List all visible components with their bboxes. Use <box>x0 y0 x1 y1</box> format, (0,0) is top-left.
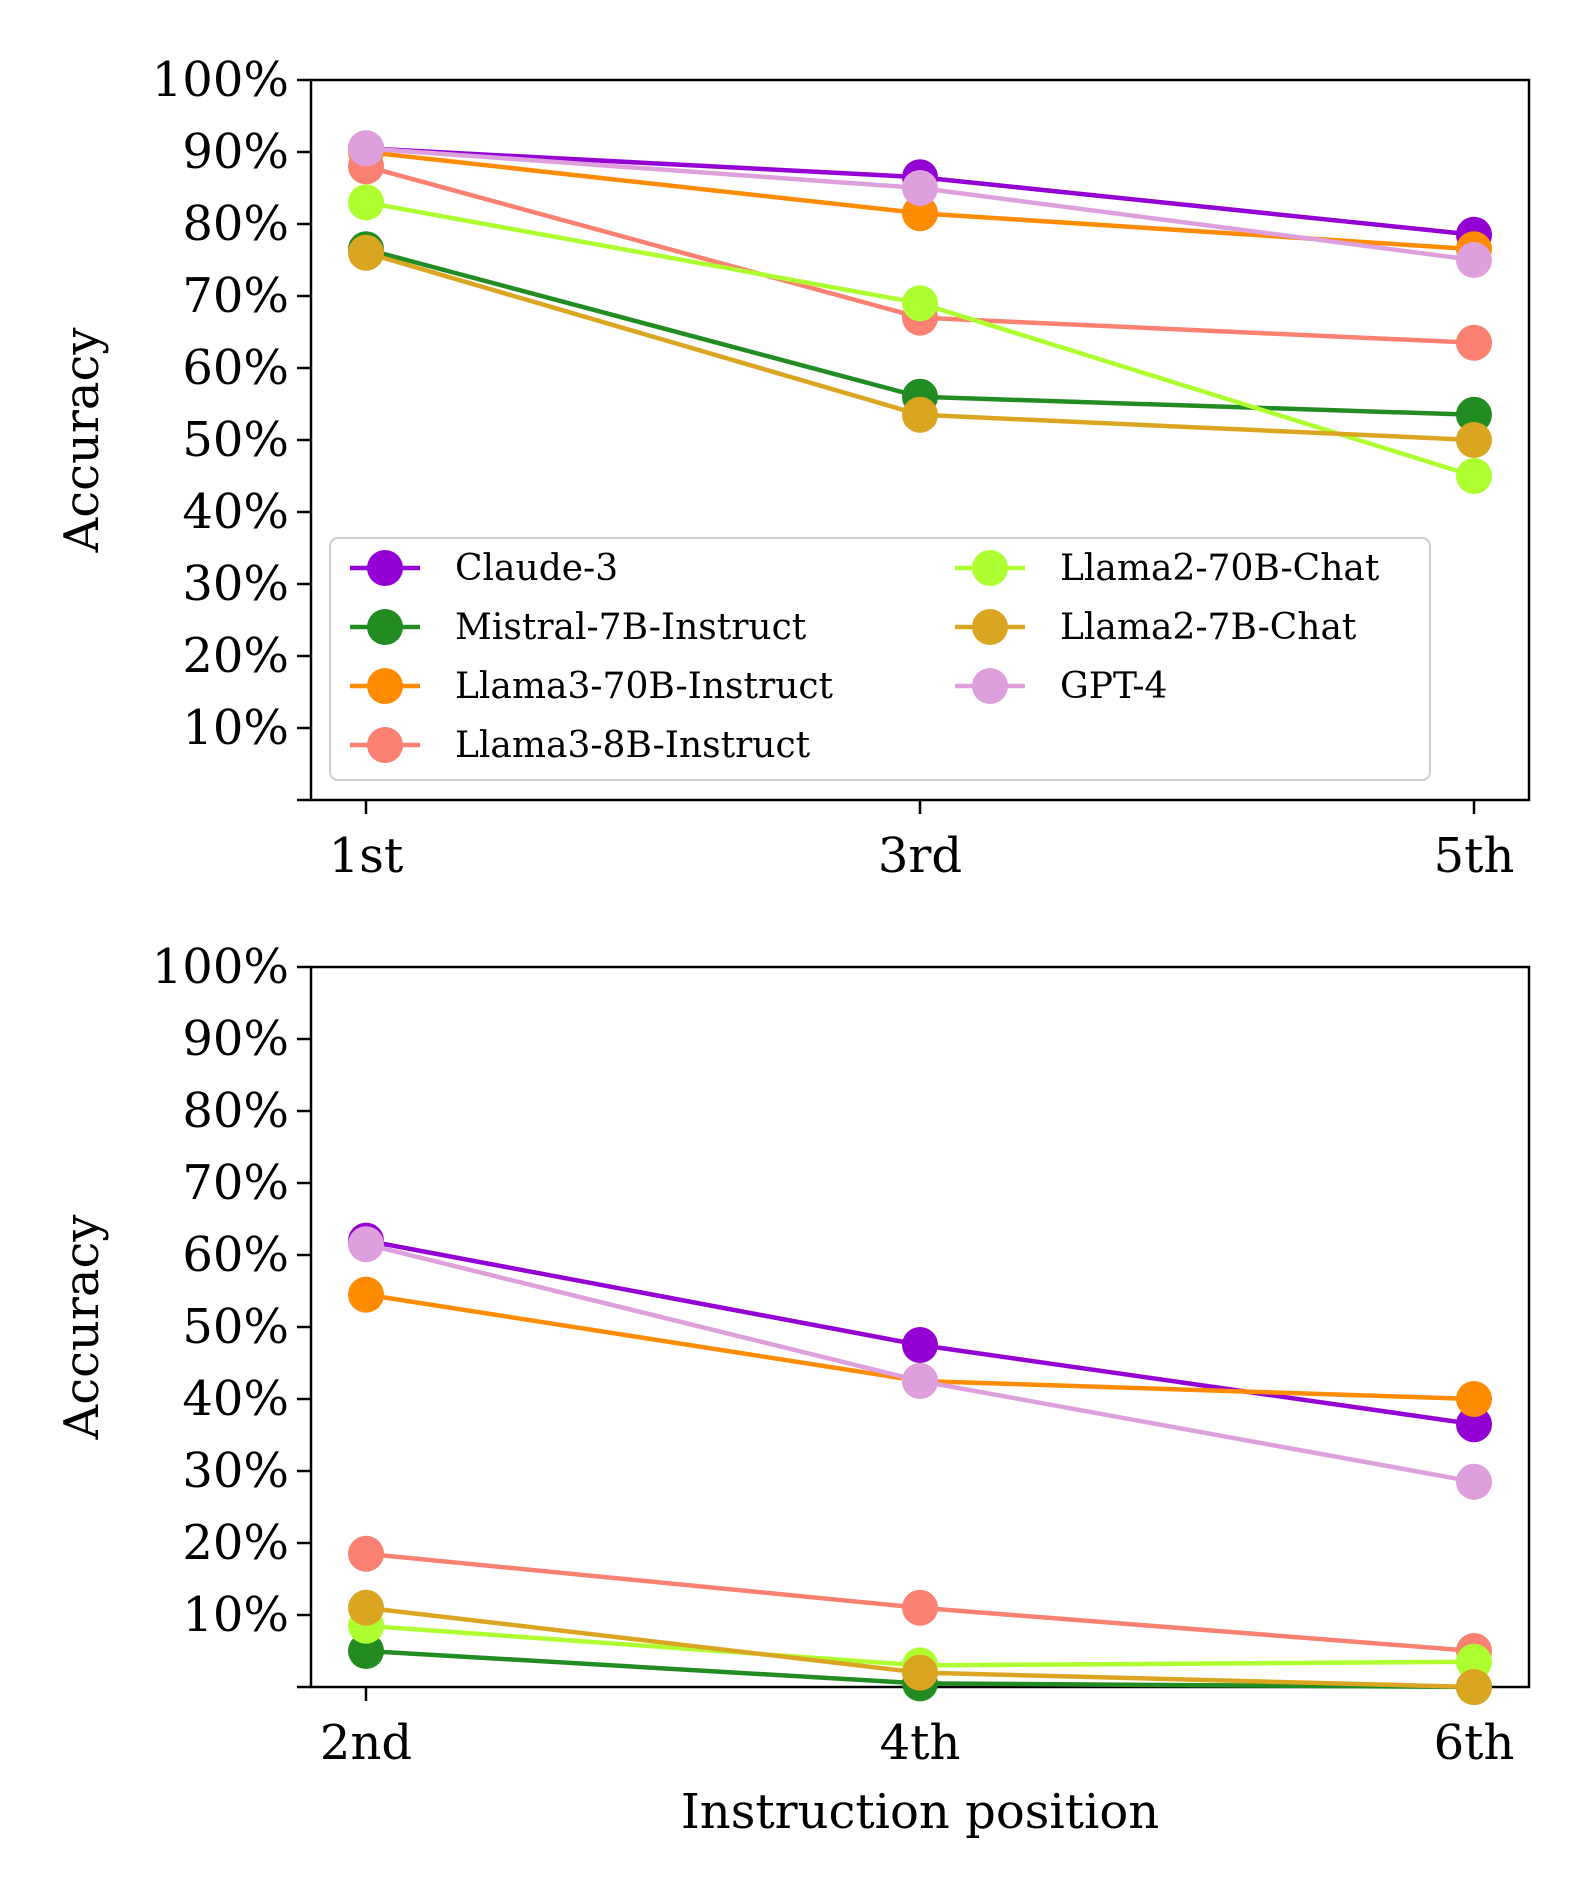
top-series-gpt-4 <box>348 130 1492 278</box>
bottom-chart-panel: 10% 20% 30% 40% 50% 60% 70% 80% 90% 100% 2nd 4th 6t… <box>54 939 1531 1840</box>
bottom-point-gpt-4 <box>1456 1463 1492 1500</box>
bottom-y-tick-label: 40% <box>182 1371 289 1427</box>
top-y-tick-label: 50% <box>182 412 289 468</box>
top-x-tick-label: 5th <box>1434 828 1515 884</box>
bottom-point-mistral-7b-instruct <box>348 1633 384 1669</box>
top-point-llama2-7b-chat <box>902 396 938 433</box>
top-point-llama2-70b-chat <box>902 285 938 322</box>
bottom-point-llama2-7b-chat <box>1456 1669 1492 1705</box>
top-y-tick-label: 100% <box>152 52 289 108</box>
top-point-llama2-7b-chat <box>348 234 384 271</box>
legend-label: Mistral-7B-Instruct <box>455 607 807 648</box>
legend-entry-llama3-8b-instruct: Llama3-8B-Instruct <box>350 725 811 766</box>
top-x-tick-label: 1st <box>329 828 403 884</box>
top-y-tick-label: 20% <box>182 628 289 684</box>
top-point-gpt-4 <box>902 170 938 206</box>
bottom-y-axis: 10% 20% 30% 40% 50% 60% 70% 80% 90% 100% <box>152 939 311 1689</box>
top-point-llama2-70b-chat <box>348 184 384 221</box>
bottom-point-gpt-4 <box>902 1363 938 1399</box>
bottom-y-tick-label: 50% <box>182 1299 289 1355</box>
top-y-tick-label: 80% <box>182 196 289 252</box>
top-point-llama2-7b-chat <box>1456 422 1492 458</box>
legend-entry-mistral-7b-instruct: Mistral-7B-Instruct <box>350 607 807 648</box>
legend-label: Claude-3 <box>455 548 618 589</box>
top-x-tick-label: 3rd <box>878 828 962 884</box>
bottom-series-claude-3 <box>348 1222 1492 1443</box>
legend-swatch-marker <box>367 668 403 704</box>
bottom-point-llama3-8b-instruct <box>902 1589 938 1626</box>
top-point-gpt-4 <box>348 130 384 167</box>
top-point-llama2-70b-chat <box>1456 458 1492 494</box>
top-series-llama2-7b-chat <box>348 234 1492 458</box>
bottom-point-llama2-7b-chat <box>348 1589 384 1626</box>
top-y-tick-label: 40% <box>182 484 289 540</box>
bottom-y-tick-label: 80% <box>182 1083 289 1139</box>
bottom-x-axis: 2nd 4th 6th <box>320 1687 1514 1771</box>
top-y-tick-label: 90% <box>182 124 289 180</box>
bottom-x-axis-label: Instruction position <box>681 1784 1159 1840</box>
bottom-point-llama3-70b-instruct <box>348 1276 384 1313</box>
legend-swatch-marker <box>972 609 1008 645</box>
bottom-y-tick-label: 10% <box>182 1587 289 1643</box>
bottom-y-axis-label: Accuracy <box>54 1215 110 1441</box>
bottom-point-llama2-7b-chat <box>902 1654 938 1691</box>
legend-label: Llama2-7B-Chat <box>1060 607 1357 648</box>
legend-label: Llama3-8B-Instruct <box>455 725 811 766</box>
bottom-x-tick-label: 6th <box>1434 1715 1515 1771</box>
legend-swatch-marker <box>972 550 1008 586</box>
bottom-point-gpt-4 <box>348 1226 384 1263</box>
bottom-point-claude-3 <box>902 1327 938 1363</box>
top-y-tick-label: 10% <box>182 700 289 756</box>
top-y-axis-label: Accuracy <box>54 328 110 554</box>
top-chart-panel: 10% 20% 30% 40% 50% 60% 70% 80% 90% 100% 1st 3rd 5t… <box>54 52 1531 884</box>
legend-entry-llama2-70b-chat: Llama2-70B-Chat <box>955 548 1380 589</box>
bottom-y-tick-label: 20% <box>182 1515 289 1571</box>
legend-swatch-marker <box>367 550 403 586</box>
top-point-llama3-70b-instruct <box>902 195 938 232</box>
top-series-layer <box>348 130 1492 494</box>
legend-box <box>329 537 1431 781</box>
legend-label: Llama3-70B-Instruct <box>455 666 834 707</box>
legend-entry-claude-3: Claude-3 <box>350 548 618 589</box>
legend: Claude-3 Mistral-7B-Instruct Llama3-70B-In… <box>329 537 1431 781</box>
legend-label: Llama2-70B-Chat <box>1060 548 1380 589</box>
bottom-series-gpt-4 <box>348 1226 1492 1500</box>
legend-entry-llama3-70b-instruct: Llama3-70B-Instruct <box>350 666 834 707</box>
top-point-mistral-7b-instruct <box>1456 396 1492 433</box>
bottom-y-tick-label: 60% <box>182 1227 289 1283</box>
bottom-series-llama2-7b-chat <box>348 1589 1492 1705</box>
bottom-point-llama3-70b-instruct <box>1456 1381 1492 1417</box>
legend-swatch-marker <box>972 668 1008 704</box>
top-point-llama3-8b-instruct <box>1456 324 1492 361</box>
bottom-series-layer <box>348 1222 1492 1705</box>
bottom-y-tick-label: 90% <box>182 1011 289 1067</box>
bottom-point-llama2-70b-chat <box>1456 1643 1492 1680</box>
top-series-llama2-70b-chat <box>348 184 1492 494</box>
top-x-axis: 1st 3rd 5th <box>329 800 1515 884</box>
legend-swatch-marker <box>367 609 403 645</box>
legend-label: GPT-4 <box>1060 666 1167 707</box>
bottom-y-tick-label: 30% <box>182 1443 289 1499</box>
legend-entry-llama2-7b-chat: Llama2-7B-Chat <box>955 607 1357 648</box>
legend-swatch-marker <box>367 727 403 763</box>
top-y-tick-label: 30% <box>182 556 289 612</box>
top-y-tick-label: 60% <box>182 340 289 396</box>
top-y-tick-label: 70% <box>182 268 289 324</box>
bottom-point-claude-3 <box>1456 1406 1492 1443</box>
bottom-point-llama3-8b-instruct <box>348 1535 384 1572</box>
top-point-gpt-4 <box>1456 242 1492 278</box>
top-y-axis: 10% 20% 30% 40% 50% 60% 70% 80% 90% 100% <box>152 52 311 802</box>
legend-entry-gpt-4: GPT-4 <box>955 666 1167 707</box>
bottom-x-tick-label: 4th <box>880 1715 961 1771</box>
bottom-y-tick-label: 100% <box>152 939 289 995</box>
bottom-x-tick-label: 2nd <box>320 1715 412 1771</box>
bottom-y-tick-label: 70% <box>182 1155 289 1211</box>
